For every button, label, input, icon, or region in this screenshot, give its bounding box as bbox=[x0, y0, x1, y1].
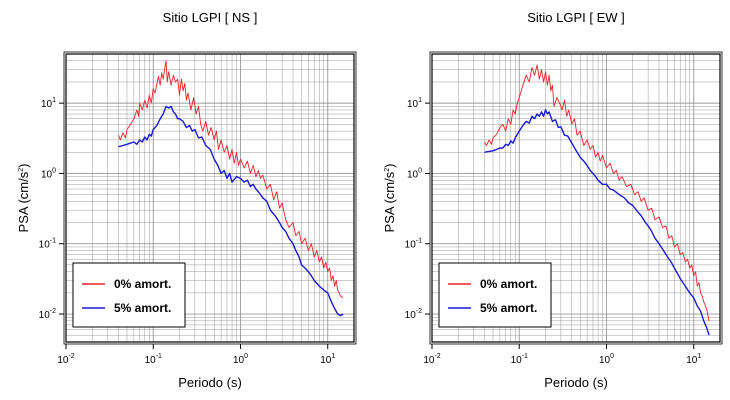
x-tick-label: 10-2 bbox=[423, 353, 440, 366]
y-tick-base: 10 bbox=[405, 310, 417, 321]
legend-label-1: 0% amort. bbox=[480, 277, 537, 291]
x-tick-base: 10 bbox=[320, 355, 332, 366]
y-tick-exp: 1 bbox=[418, 97, 422, 104]
x-tick-base: 10 bbox=[599, 355, 611, 366]
frame-outer bbox=[429, 51, 723, 345]
y-label-end: ) bbox=[382, 164, 397, 168]
x-tick-label: 10-1 bbox=[145, 353, 162, 366]
y-tick-base: 10 bbox=[407, 99, 419, 110]
legend-label-2: 5% amort. bbox=[480, 301, 537, 315]
y-tick-label: 101 bbox=[41, 97, 56, 110]
y-tick-base: 10 bbox=[405, 240, 417, 251]
y-label-sup: 2 bbox=[18, 168, 25, 172]
y-tick-label: 10-2 bbox=[39, 308, 56, 321]
y-tick-label: 100 bbox=[407, 167, 422, 180]
y-tick-label: 100 bbox=[41, 167, 56, 180]
frame-outer bbox=[63, 51, 357, 345]
x-tick-exp: 1 bbox=[697, 353, 701, 360]
chart-title: Sitio LGPI [ NS ] bbox=[163, 10, 258, 25]
x-tick-exp: 0 bbox=[610, 353, 614, 360]
y-tick-label: 101 bbox=[407, 97, 422, 110]
y-tick-label: 10-1 bbox=[405, 238, 422, 251]
x-tick-exp: -1 bbox=[522, 353, 528, 360]
series-line-2 bbox=[484, 109, 710, 336]
x-tick-exp: 0 bbox=[244, 353, 248, 360]
x-tick-label: 100 bbox=[233, 353, 248, 366]
y-tick-exp: -2 bbox=[416, 308, 422, 315]
x-tick-base: 10 bbox=[233, 355, 245, 366]
legend-label-1: 0% amort. bbox=[114, 277, 171, 291]
legend-box bbox=[72, 262, 186, 328]
series-line-1 bbox=[118, 60, 344, 299]
y-tick-exp: -1 bbox=[416, 238, 422, 245]
series-line-2 bbox=[118, 105, 344, 317]
x-tick-base: 10 bbox=[57, 355, 69, 366]
y-label-base: PSA (cm/s bbox=[382, 171, 397, 232]
x-tick-exp: -2 bbox=[434, 353, 440, 360]
y-tick-exp: 0 bbox=[418, 167, 422, 174]
legend: 0% amort. 5% amort. bbox=[438, 262, 552, 328]
legend-box bbox=[438, 262, 552, 328]
y-axis-label: PSA (cm/s2) bbox=[16, 164, 31, 233]
x-tick-label: 101 bbox=[320, 353, 335, 366]
x-tick-label: 10-1 bbox=[511, 353, 528, 366]
y-label-base: PSA (cm/s bbox=[16, 171, 31, 232]
y-tick-exp: -2 bbox=[50, 308, 56, 315]
y-tick-base: 10 bbox=[39, 310, 51, 321]
x-tick-base: 10 bbox=[511, 355, 523, 366]
y-tick-label: 10-2 bbox=[405, 308, 422, 321]
x-axis-label: Periodo (s) bbox=[544, 375, 608, 390]
x-tick-label: 10-2 bbox=[57, 353, 74, 366]
y-label-sup: 2 bbox=[384, 168, 391, 172]
series-line-1 bbox=[484, 64, 710, 321]
y-tick-base: 10 bbox=[41, 169, 53, 180]
y-tick-exp: -1 bbox=[50, 238, 56, 245]
x-tick-base: 10 bbox=[145, 355, 157, 366]
y-tick-base: 10 bbox=[407, 169, 419, 180]
y-tick-exp: 0 bbox=[52, 167, 56, 174]
x-tick-exp: -1 bbox=[156, 353, 162, 360]
frame bbox=[65, 53, 355, 343]
y-tick-label: 10-1 bbox=[39, 238, 56, 251]
chart-title: Sitio LGPI [ EW ] bbox=[527, 10, 625, 25]
x-axis-label: Periodo (s) bbox=[178, 375, 242, 390]
x-tick-exp: -2 bbox=[68, 353, 74, 360]
x-tick-label: 100 bbox=[599, 353, 614, 366]
x-tick-label: 101 bbox=[686, 353, 701, 366]
frame bbox=[431, 53, 721, 343]
y-label-end: ) bbox=[16, 164, 31, 168]
legend: 0% amort. 5% amort. bbox=[72, 262, 186, 328]
legend-label-2: 5% amort. bbox=[114, 301, 171, 315]
y-axis-label: PSA (cm/s2) bbox=[382, 164, 397, 233]
x-tick-base: 10 bbox=[423, 355, 435, 366]
y-tick-base: 10 bbox=[39, 240, 51, 251]
x-tick-exp: 1 bbox=[331, 353, 335, 360]
x-tick-base: 10 bbox=[686, 355, 698, 366]
y-tick-base: 10 bbox=[41, 99, 53, 110]
y-tick-exp: 1 bbox=[52, 97, 56, 104]
